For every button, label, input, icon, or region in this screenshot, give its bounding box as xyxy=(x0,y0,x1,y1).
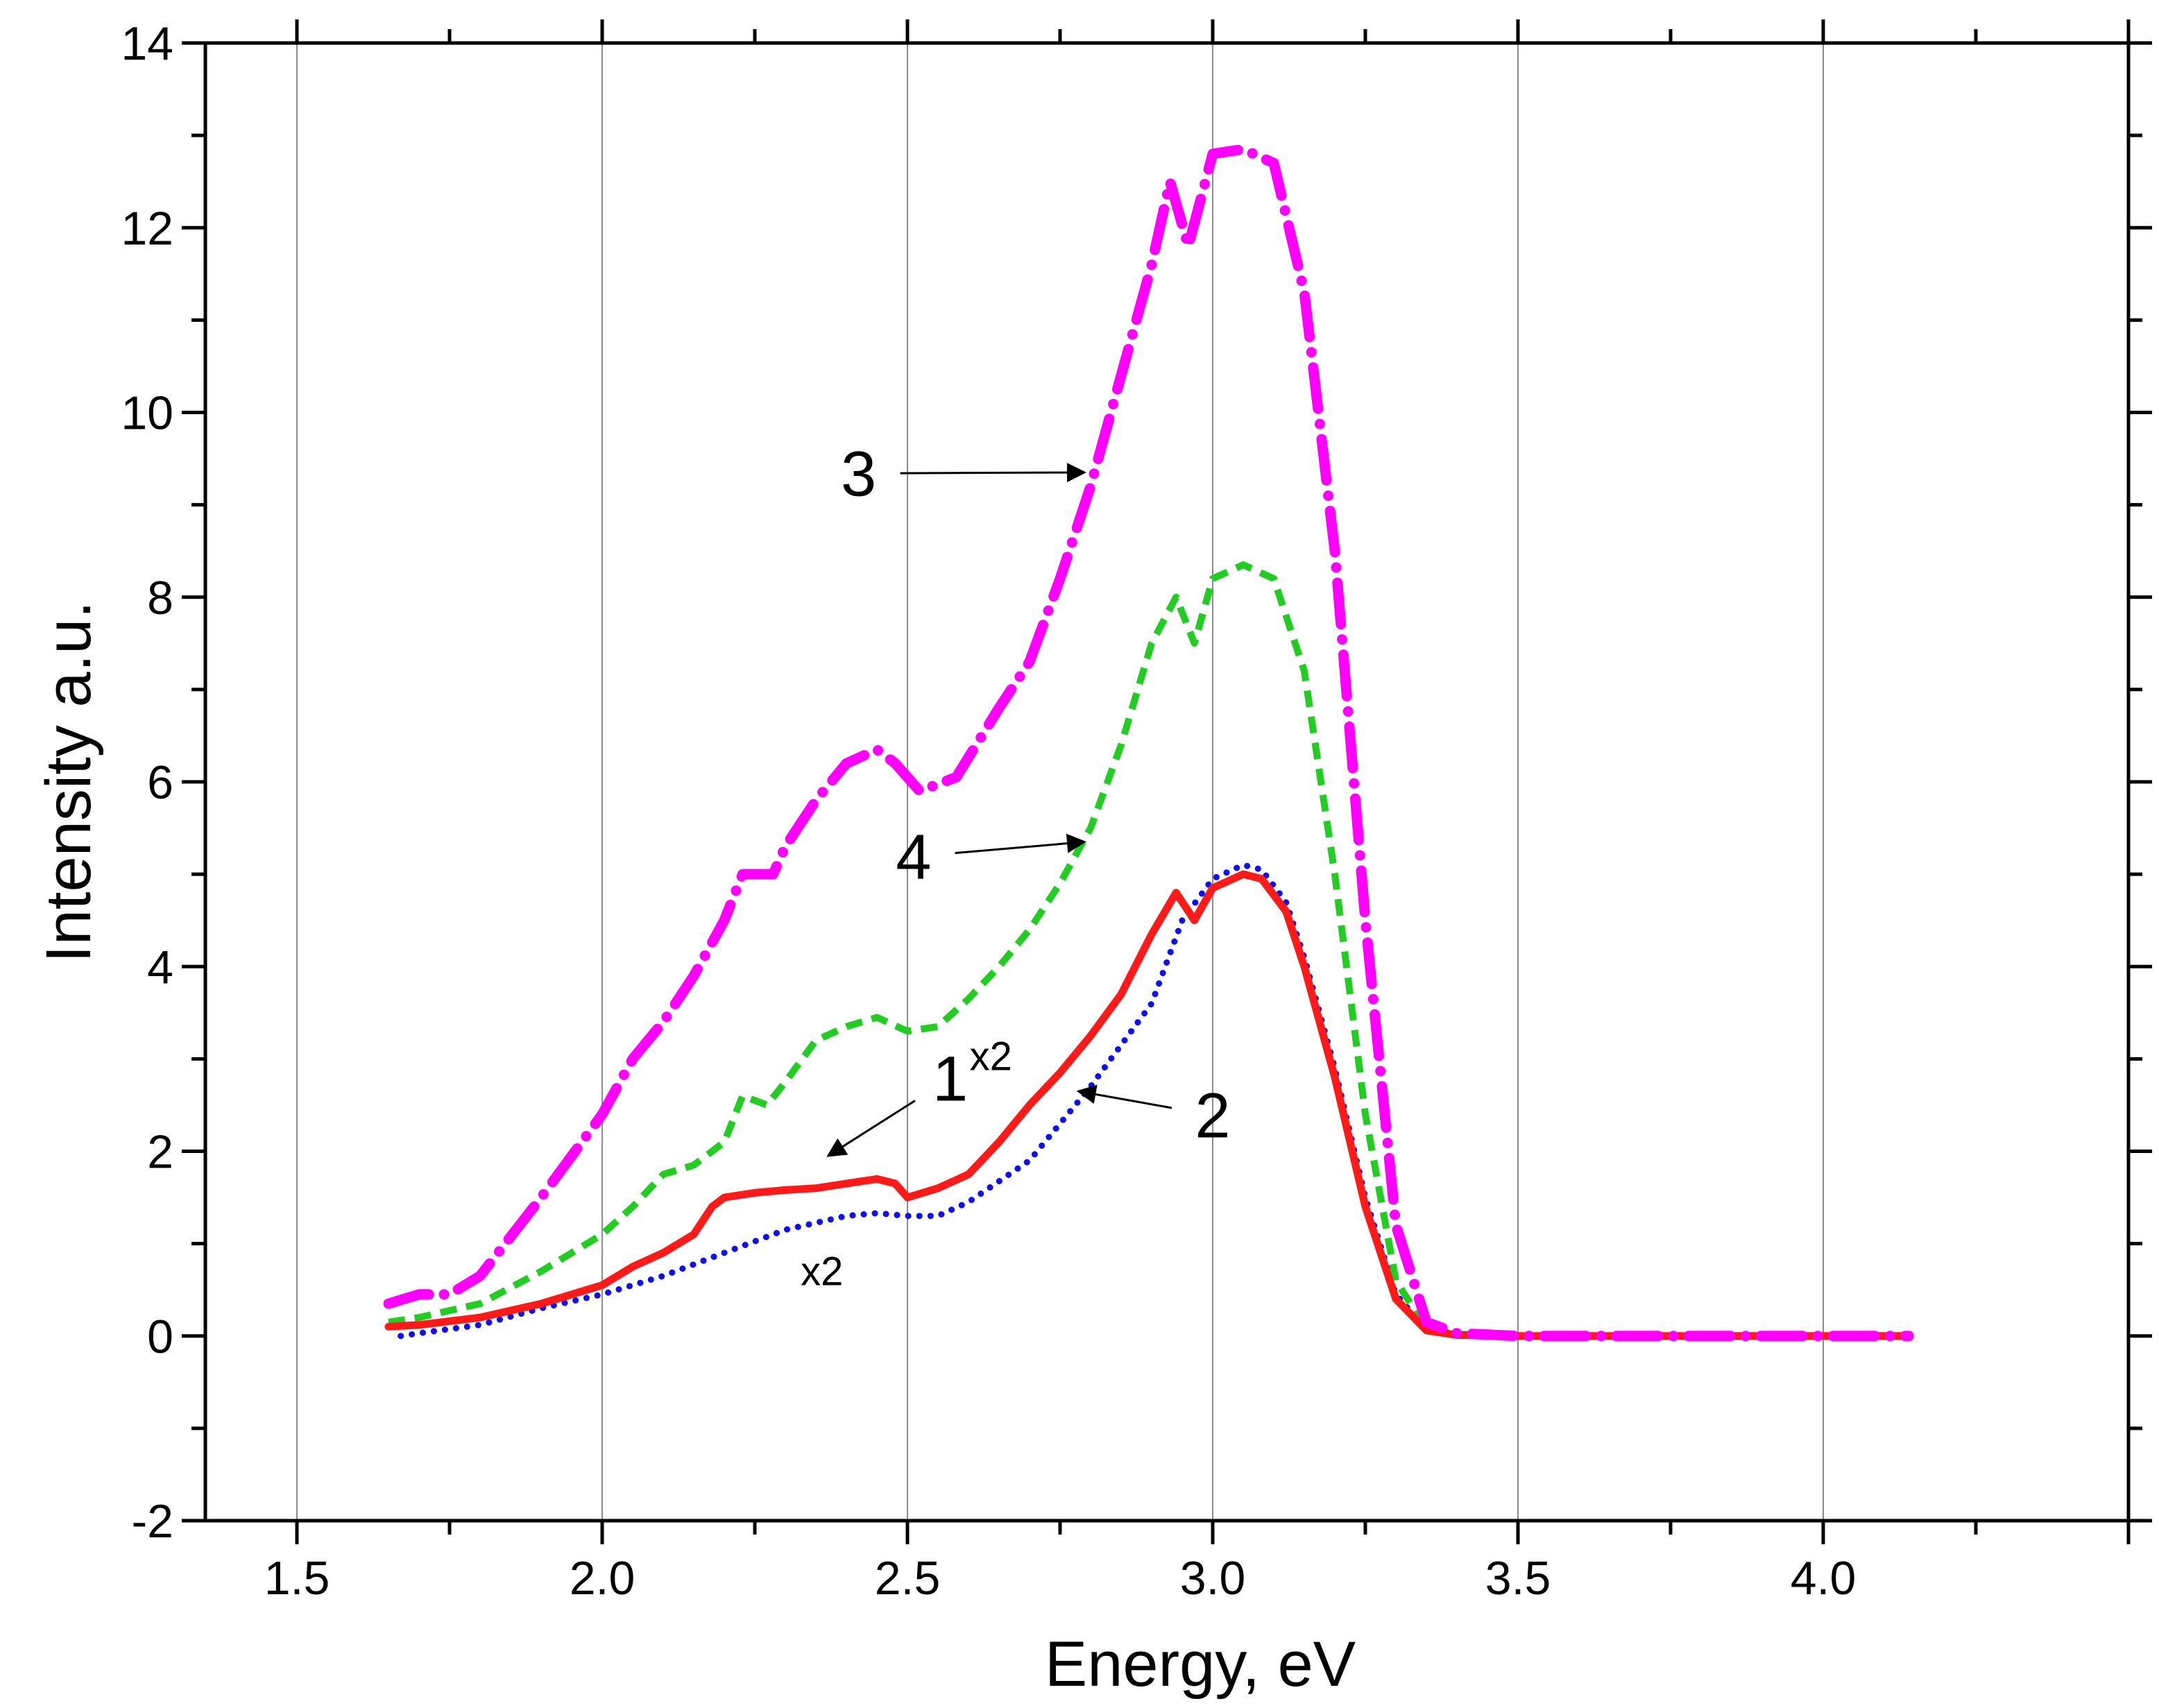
x-tick-label: 3.5 xyxy=(1485,1552,1551,1605)
annotation-label-x2: x2 xyxy=(801,1249,843,1295)
y-tick-label: -2 xyxy=(132,1495,173,1548)
annotation-arrow-3 xyxy=(900,463,1086,483)
x-tick-label: 4.0 xyxy=(1791,1552,1857,1605)
annotation-arrow-2 xyxy=(1076,1084,1172,1109)
annotation-label-1: 1 xyxy=(932,1043,968,1114)
y-tick-label: 2 xyxy=(147,1126,173,1179)
series-group xyxy=(383,144,1914,1342)
annotation-superscript: x2 xyxy=(970,1034,1012,1079)
annotation-label-4: 4 xyxy=(896,822,931,893)
series-line-3 xyxy=(383,144,1914,1342)
y-tick-label: 10 xyxy=(121,387,173,440)
x-tick-label: 1.5 xyxy=(264,1552,330,1605)
annotation-arrow-1 xyxy=(826,1100,916,1157)
y-tick-label: 14 xyxy=(121,17,173,70)
y-tick-label: 0 xyxy=(147,1310,173,1363)
annotation-arrow-4 xyxy=(955,833,1086,855)
annotation-label-3: 3 xyxy=(841,438,876,509)
y-tick-label: 4 xyxy=(147,941,173,993)
axis-ticks xyxy=(182,19,2152,1544)
x-tick-label: 2.5 xyxy=(875,1552,941,1605)
grid-lines xyxy=(296,43,1824,1521)
y-tick-label: 8 xyxy=(147,572,173,624)
y-tick-label: 6 xyxy=(147,756,173,809)
x-tick-label: 2.0 xyxy=(570,1552,635,1605)
series-line-1 xyxy=(384,870,1906,1340)
y-tick-label: 12 xyxy=(121,202,173,255)
annotation-label-2: 2 xyxy=(1195,1081,1230,1152)
x-axis-title: Energy, eV xyxy=(1045,1629,1356,1700)
x-tick-label: 3.0 xyxy=(1180,1552,1246,1605)
series-line-4 xyxy=(388,561,1903,1340)
y-axis-title: Intensity a.u. xyxy=(33,601,104,963)
